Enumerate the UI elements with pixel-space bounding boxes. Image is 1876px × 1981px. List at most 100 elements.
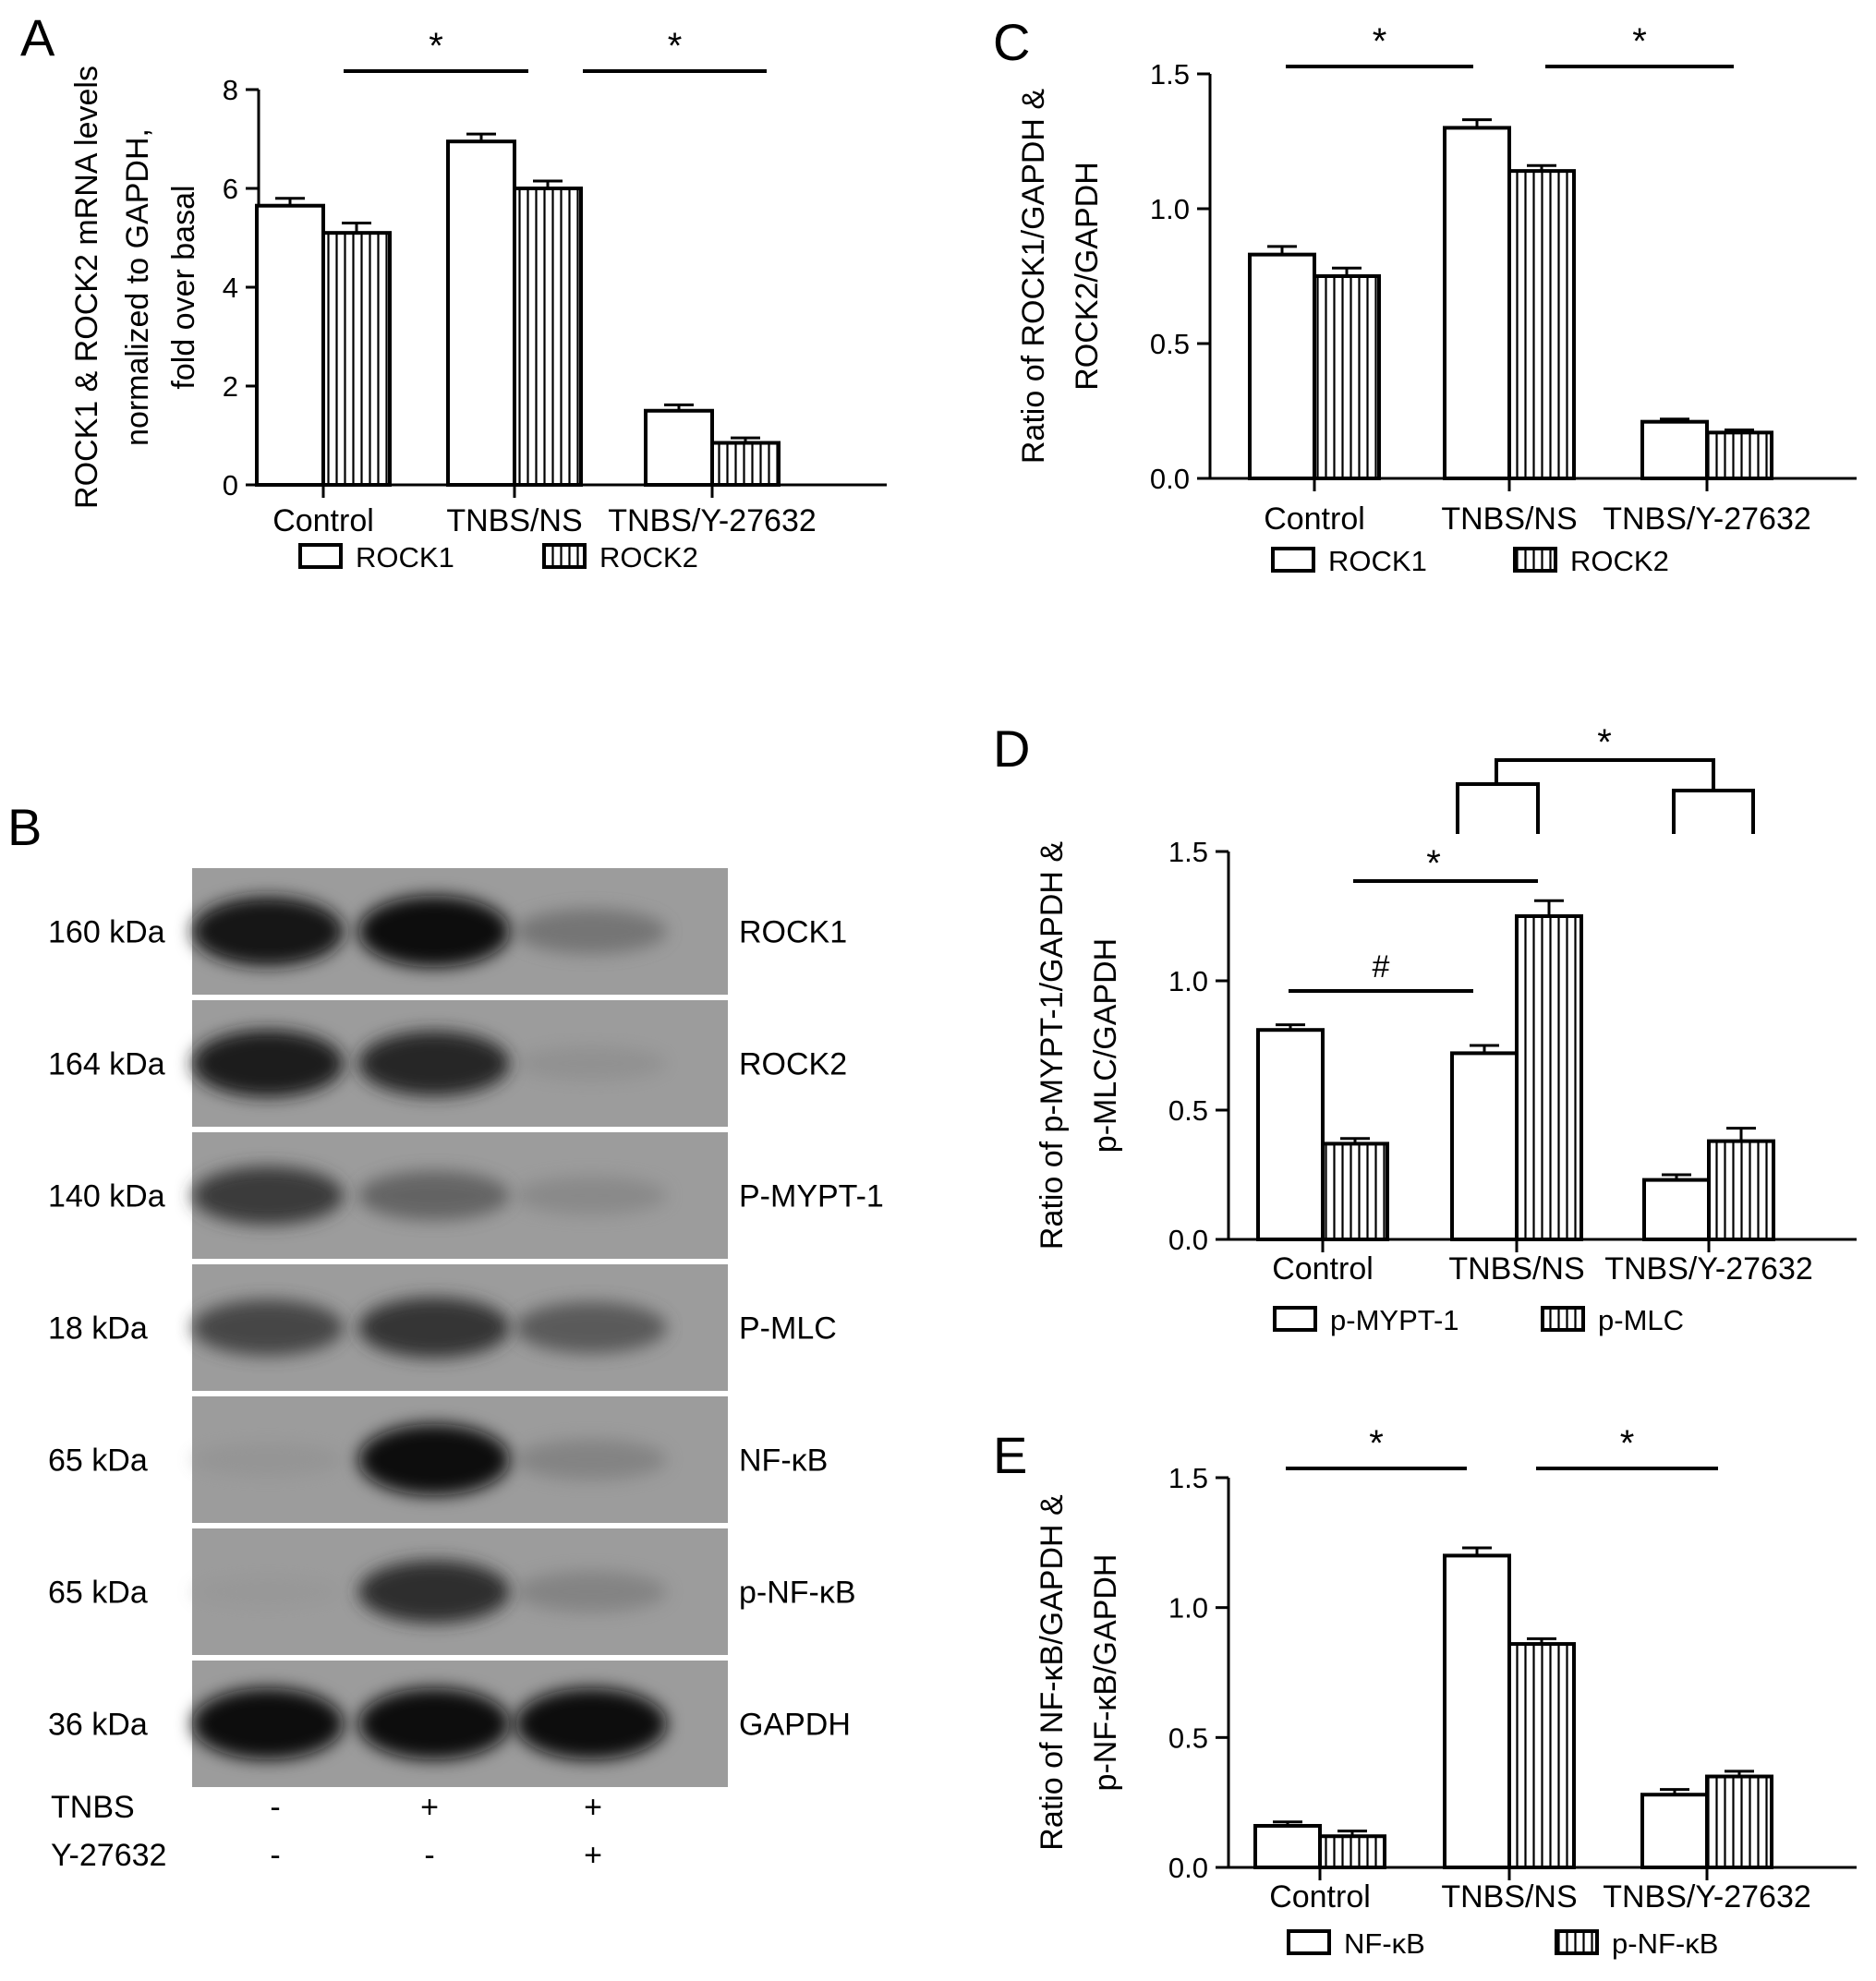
bar-p-mypt-1 xyxy=(1256,1028,1325,1241)
molecular-weight-label: 160 kDa xyxy=(48,915,165,950)
bar-rock2 xyxy=(1313,274,1381,480)
bar-rock2 xyxy=(321,231,392,487)
protein-label: p-NF-κB xyxy=(739,1576,856,1611)
legend-swatch xyxy=(1555,1929,1599,1955)
bar-rock1 xyxy=(1443,126,1511,480)
bar-rock2 xyxy=(1705,430,1773,480)
blot-band xyxy=(192,1687,344,1760)
bar-rock2 xyxy=(1507,169,1576,480)
molecular-weight-label: 164 kDa xyxy=(48,1047,165,1082)
blot-band xyxy=(515,1439,667,1480)
blot-band xyxy=(192,1166,344,1226)
legend-label: ROCK2 xyxy=(1570,545,1669,577)
blot-band xyxy=(515,909,667,954)
bar-rock1 xyxy=(644,408,714,487)
blot-band xyxy=(515,1687,667,1760)
x-tick-label: Control xyxy=(272,503,374,538)
bar-p-mlc xyxy=(1515,914,1583,1241)
bar-rock1 xyxy=(255,203,325,487)
y-tick-label: 0.5 xyxy=(1168,1721,1208,1754)
bar-p-mypt-1 xyxy=(1450,1051,1519,1242)
x-tick-label: TNBS/NS xyxy=(446,503,582,538)
chart-panel-E: E 0.0 0.5 1.0 1.5 Ratio of NF-κB/GAPDH & p-NF-… xyxy=(993,1423,1857,1960)
bar-p-mypt-1 xyxy=(1642,1178,1711,1241)
x-tick-label: TNBS/NS xyxy=(1441,501,1577,537)
significance-marker: * xyxy=(668,26,683,66)
y-tick-label: 1.5 xyxy=(1150,58,1190,91)
legend-swatch xyxy=(1273,1306,1317,1332)
blot-band xyxy=(192,1030,344,1097)
legend-label: p-MLC xyxy=(1598,1304,1684,1336)
molecular-weight-label: 140 kDa xyxy=(48,1179,165,1214)
significance-marker: * xyxy=(429,26,443,66)
blot-band xyxy=(358,1423,510,1496)
bar-rock1 xyxy=(1248,252,1316,481)
protein-label: ROCK2 xyxy=(739,1047,847,1082)
x-tick-label: TNBS/NS xyxy=(1448,1251,1584,1286)
significance-marker: * xyxy=(1369,1423,1384,1464)
bar-rock2 xyxy=(513,187,583,487)
panel-letter: C xyxy=(993,13,1030,71)
bar-p-nf-b xyxy=(1507,1642,1576,1870)
blot-band xyxy=(358,1687,510,1760)
legend-label: ROCK2 xyxy=(599,541,698,574)
blot-band xyxy=(358,1170,510,1221)
significance-marker: * xyxy=(1426,843,1441,884)
blot-band xyxy=(515,1571,667,1613)
significance-marker: * xyxy=(1597,722,1612,763)
bar-rock1 xyxy=(446,139,516,488)
panel-letter: B xyxy=(7,798,42,856)
y-axis-label: Ratio of NF-κB/GAPDH & xyxy=(1035,1494,1070,1851)
y-tick-label: 4 xyxy=(223,272,238,304)
chart-panel-C: C 0.0 0.5 1.0 1.5 Ratio of ROCK1/GAPDH & ROCK2… xyxy=(993,13,1857,577)
legend-label: p-NF-κB xyxy=(1612,1927,1718,1960)
y-axis-label: Ratio of ROCK1/GAPDH & xyxy=(1016,89,1051,465)
y-tick-label: 0 xyxy=(223,469,238,501)
y-axis-label: fold over basal xyxy=(166,185,201,389)
chart-panel-A: A 0 2 4 6 8 ROCK1 & ROCK2 mRNA levels normalize… xyxy=(20,8,887,574)
treatment-sign: - xyxy=(424,1838,434,1873)
blot-band xyxy=(515,1045,667,1081)
bar-p-mlc xyxy=(1321,1141,1389,1242)
treatment-label: Y-27632 xyxy=(51,1838,166,1873)
bar-p-nf-b xyxy=(1705,1774,1773,1869)
legend-swatch xyxy=(542,543,587,569)
treatment-sign: - xyxy=(270,1790,280,1825)
chart-panel-D: D 0.0 0.5 1.0 1.5 Ratio of p-MYPT-1/GAPDH & p-… xyxy=(993,719,1857,1336)
y-tick-label: 8 xyxy=(223,74,238,106)
treatment-sign: + xyxy=(584,1838,602,1873)
y-axis-label: p-MLC/GAPDH xyxy=(1088,938,1123,1153)
x-tick-label: TNBS/Y-27632 xyxy=(1603,501,1811,537)
x-tick-label: Control xyxy=(1264,501,1365,537)
x-tick-label: TNBS/Y-27632 xyxy=(608,503,817,538)
significance-marker: # xyxy=(1373,949,1390,984)
blot-band xyxy=(515,1301,667,1354)
y-tick-label: 1.5 xyxy=(1168,1462,1208,1494)
panel-letter: A xyxy=(20,8,55,66)
legend-label: ROCK1 xyxy=(356,541,454,574)
y-axis-label: ROCK2/GAPDH xyxy=(1070,162,1105,391)
legend-swatch xyxy=(1271,547,1315,573)
blot-band xyxy=(192,1299,344,1356)
y-tick-label: 0.0 xyxy=(1150,463,1190,495)
legend-swatch xyxy=(298,543,343,569)
treatment-label: TNBS xyxy=(51,1790,135,1825)
legend-label: ROCK1 xyxy=(1328,545,1427,577)
panel-letter: E xyxy=(993,1426,1027,1484)
x-tick-label: TNBS/Y-27632 xyxy=(1603,1879,1811,1915)
blot-band xyxy=(192,896,344,967)
protein-label: P-MLC xyxy=(739,1311,837,1347)
significance-marker: * xyxy=(1373,21,1387,62)
x-tick-label: Control xyxy=(1269,1879,1371,1915)
significance-bracket xyxy=(1495,758,1715,791)
y-tick-label: 1.0 xyxy=(1168,1592,1208,1625)
y-tick-label: 0.5 xyxy=(1150,328,1190,360)
panel-letter: D xyxy=(993,719,1030,778)
bar-nf-b xyxy=(1443,1553,1511,1870)
protein-label: P-MYPT-1 xyxy=(739,1179,884,1214)
significance-bracket xyxy=(1672,789,1755,834)
blot-band xyxy=(358,1031,510,1096)
y-tick-label: 0.5 xyxy=(1168,1094,1208,1127)
bar-nf-b xyxy=(1640,1793,1709,1870)
